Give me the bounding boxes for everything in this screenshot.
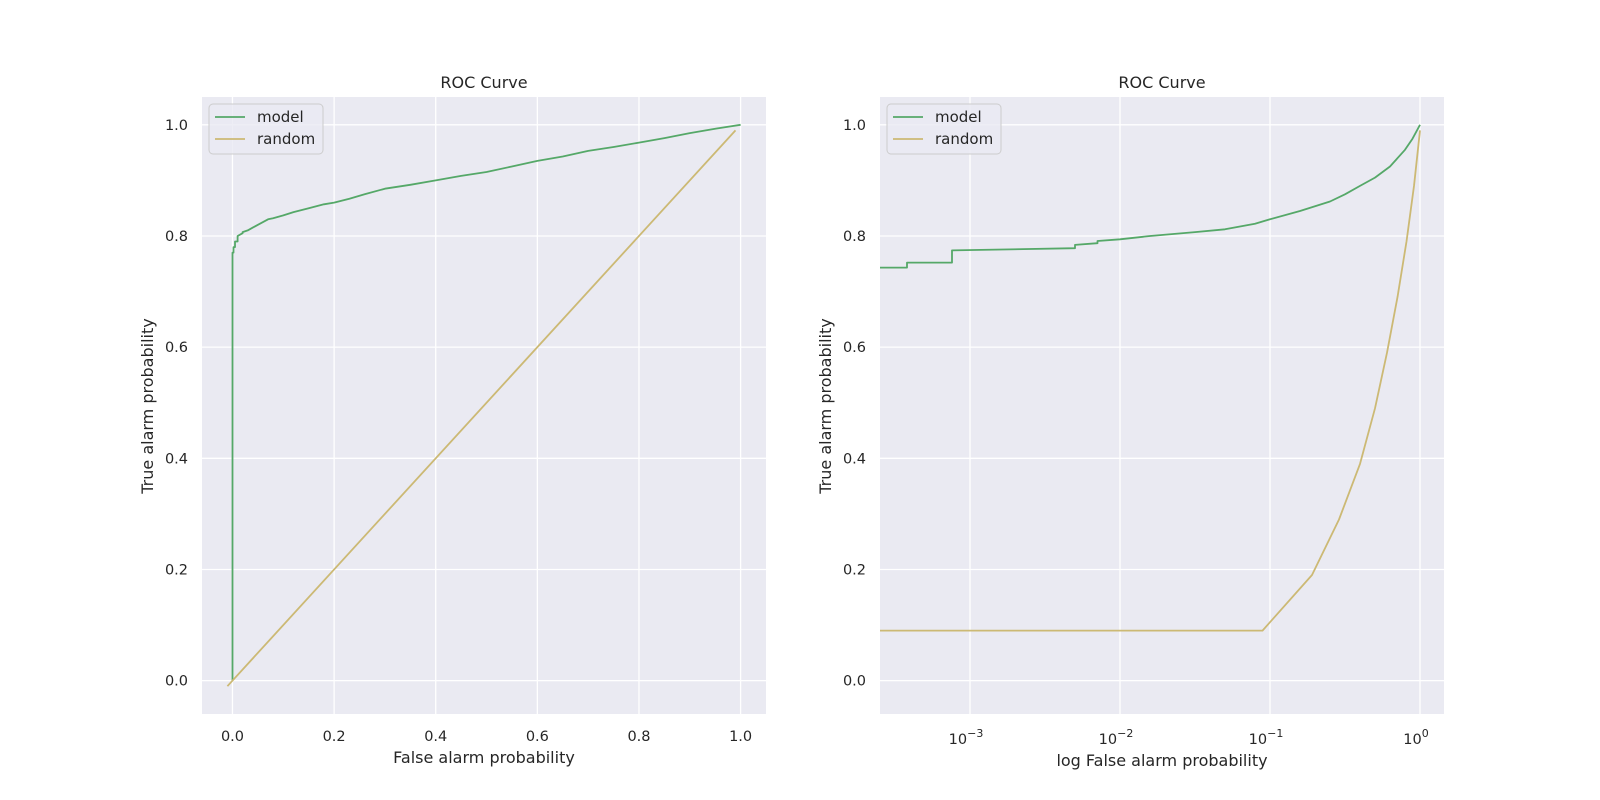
x-tick-label: 0.0 (221, 729, 244, 745)
x-tick-label: 0.4 (424, 729, 447, 745)
chart-title: ROC Curve (1118, 73, 1205, 92)
y-tick-label: 0.8 (165, 229, 188, 245)
series-line-model (231, 123, 741, 681)
legend-random-label: random (935, 130, 993, 148)
gridlines (202, 97, 766, 714)
y-axis-label: True alarm probability (138, 318, 157, 494)
roc-chart-log: 0.0 0.2 0.4 0.6 0.8 1.0 10−3 10−2 10−1 100 ROC Cu… (816, 73, 1444, 770)
legend: model random (886, 103, 1002, 155)
y-axis-label: True alarm probability (816, 318, 835, 494)
x-axis-label: False alarm probability (393, 748, 575, 767)
series-line-random (226, 129, 737, 687)
y-tick-label: 0.2 (165, 562, 188, 578)
y-tick-label: 0.4 (843, 451, 866, 467)
series-line-random (880, 130, 1421, 632)
y-tick-label: 1.0 (843, 118, 866, 134)
x-tick-label: 1.0 (729, 729, 752, 745)
x-tick-label: 10−3 (949, 727, 984, 748)
x-tick-label: 0.8 (627, 729, 650, 745)
legend-model-label: model (935, 108, 982, 126)
y-tick-label: 0.2 (843, 562, 866, 578)
ticks: 0.0 0.2 0.4 0.6 0.8 1.0 0.0 0.2 0.4 0.6 0.8 1.0 (165, 118, 752, 745)
x-tick-label: 10−2 (1099, 727, 1134, 748)
y-tick-label: 0.4 (165, 451, 188, 467)
x-tick-label: 100 (1403, 727, 1428, 748)
x-tick-label: 10−1 (1249, 727, 1284, 748)
plot-area (880, 97, 1444, 714)
y-tick-label: 0.8 (843, 229, 866, 245)
gridlines (880, 97, 1444, 714)
y-tick-label: 0.6 (843, 340, 866, 356)
y-tick-label: 1.0 (165, 118, 188, 134)
x-tick-label: 0.6 (526, 729, 549, 745)
legend-model-label: model (257, 108, 304, 126)
x-axis-label: log False alarm probability (1056, 751, 1267, 770)
roc-chart-linear: 0.0 0.2 0.4 0.6 0.8 1.0 0.0 0.2 0.4 0.6 0.8 1.0 ROC… (138, 73, 766, 767)
chart-title: ROC Curve (440, 73, 527, 92)
series-layer (226, 123, 741, 687)
series-line-model (880, 124, 1421, 269)
y-tick-label: 0.0 (165, 674, 188, 690)
legend-random-label: random (257, 130, 315, 148)
y-tick-label: 0.6 (165, 340, 188, 356)
series-layer (880, 124, 1421, 632)
legend: model random (208, 103, 324, 155)
y-tick-label: 0.0 (843, 674, 866, 690)
ticks: 0.0 0.2 0.4 0.6 0.8 1.0 10−3 10−2 10−1 100 (843, 118, 1429, 748)
x-tick-label: 0.2 (323, 729, 346, 745)
